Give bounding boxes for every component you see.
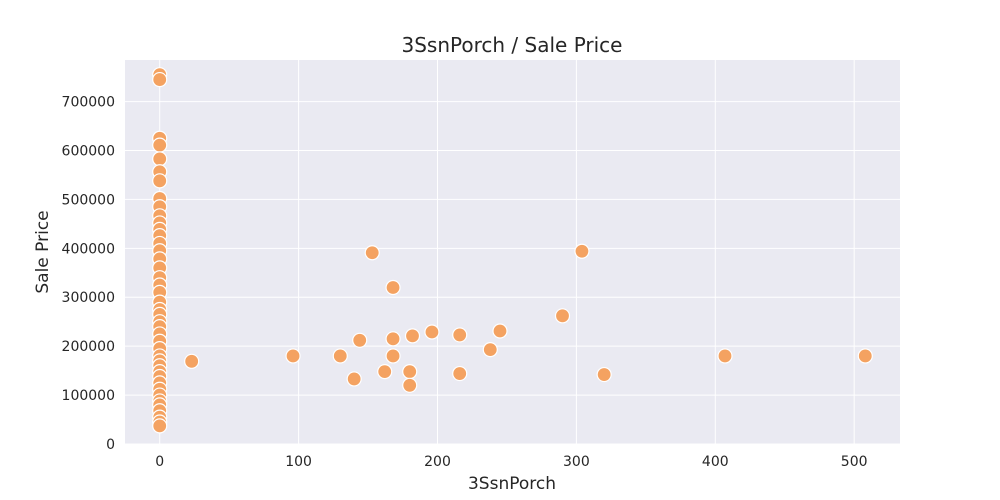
data-points xyxy=(152,67,873,434)
x-tick-label: 200 xyxy=(424,454,451,470)
data-point xyxy=(152,151,168,167)
data-point xyxy=(385,279,401,296)
x-tick-label: 0 xyxy=(155,454,164,470)
y-axis-label: Sale Price xyxy=(33,210,53,293)
chart-title: 3SsnPorch / Sale Price xyxy=(402,33,623,57)
data-point xyxy=(402,377,418,393)
data-point xyxy=(152,71,168,88)
y-tick-label: 700000 xyxy=(62,95,115,111)
y-tick-label: 300000 xyxy=(62,290,115,306)
data-point xyxy=(152,418,168,434)
data-point xyxy=(452,327,468,343)
y-tick-label: 100000 xyxy=(62,388,115,404)
data-point xyxy=(377,364,393,380)
plot-background xyxy=(125,60,900,444)
horizontal-gridlines xyxy=(125,101,900,445)
x-tick-labels: 0 100 200 300 400 500 xyxy=(155,454,867,470)
data-point xyxy=(364,245,380,261)
data-point xyxy=(554,308,571,324)
data-point xyxy=(352,332,368,348)
data-point xyxy=(402,364,418,380)
data-point xyxy=(385,348,401,364)
x-tick-label: 400 xyxy=(702,454,729,470)
data-point xyxy=(596,366,612,383)
data-point xyxy=(385,331,401,347)
data-point xyxy=(285,348,301,364)
y-tick-labels: 0 100000 200000 300000 400000 500000 600000 700… xyxy=(62,95,115,453)
y-tick-label: 0 xyxy=(106,437,115,453)
data-point xyxy=(184,353,200,369)
data-point xyxy=(717,348,733,364)
y-tick-label: 200000 xyxy=(62,339,115,355)
data-point xyxy=(424,324,440,340)
x-tick-label: 100 xyxy=(285,454,312,470)
y-tick-label: 600000 xyxy=(62,143,115,159)
data-point xyxy=(492,323,508,339)
data-point xyxy=(346,371,362,387)
data-point xyxy=(452,365,468,382)
data-point xyxy=(574,243,590,259)
data-point xyxy=(482,341,498,358)
data-point xyxy=(152,137,168,153)
y-tick-label: 400000 xyxy=(62,241,115,257)
data-point xyxy=(332,348,348,364)
data-point xyxy=(404,328,421,344)
x-tick-label: 300 xyxy=(563,454,590,470)
data-point xyxy=(152,173,168,189)
x-tick-label: 500 xyxy=(841,454,868,470)
y-tick-label: 500000 xyxy=(62,192,115,208)
data-point xyxy=(857,348,873,364)
x-axis-label: 3SsnPorch xyxy=(468,474,556,494)
